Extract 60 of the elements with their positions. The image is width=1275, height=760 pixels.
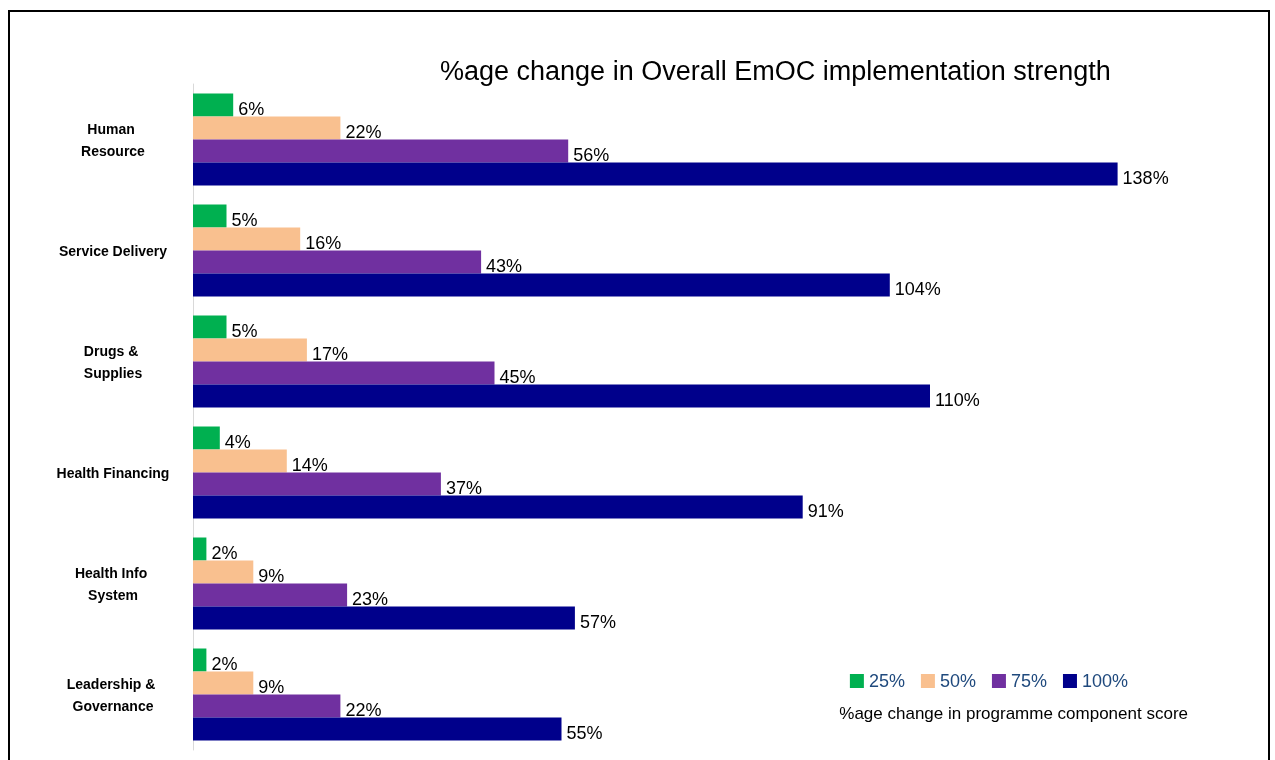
bar: [193, 426, 220, 450]
data-label: 56%: [573, 145, 610, 165]
bar: [193, 273, 890, 297]
bar: [193, 606, 575, 630]
data-label: 9%: [258, 566, 285, 586]
data-label: 57%: [579, 612, 616, 632]
data-label: 138%: [1122, 168, 1169, 188]
chart-title: %age change in Overall EmOC implementation strength: [440, 55, 1111, 86]
bar: [193, 472, 441, 496]
legend-label: 100%: [1081, 671, 1129, 691]
bar: [193, 338, 307, 362]
bar: [193, 162, 1118, 186]
data-label: 9%: [258, 677, 285, 697]
bar: [193, 495, 803, 519]
bar: [193, 648, 207, 672]
bar: [193, 227, 301, 251]
y-tick-label: Human Resource: [81, 120, 146, 159]
y-tick-label: Drugs & Supplies: [83, 342, 143, 381]
bar: [193, 537, 207, 561]
data-label: 5%: [231, 210, 258, 230]
data-label: 2%: [211, 654, 238, 674]
legend-label: 50%: [939, 671, 976, 691]
data-label: 6%: [238, 99, 265, 119]
data-label: 14%: [291, 455, 328, 475]
data-label: 16%: [305, 233, 342, 253]
legend-title: %age change in programme component score: [839, 704, 1188, 723]
data-label: 43%: [486, 256, 523, 276]
data-label: 23%: [352, 589, 389, 609]
bar: [193, 694, 341, 718]
data-label: 110%: [935, 390, 980, 410]
y-tick-label: Leadership & Governance: [66, 675, 160, 714]
data-label: 22%: [345, 700, 382, 720]
bar: [193, 93, 234, 117]
data-label: 45%: [499, 367, 536, 387]
y-tick-label: Health Financing: [56, 464, 170, 481]
data-label: 104%: [894, 279, 941, 299]
bar: [193, 204, 227, 228]
legend-label: 25%: [868, 671, 905, 691]
bar: [193, 361, 495, 385]
bar: [193, 116, 341, 140]
legend-label: 75%: [1010, 671, 1047, 691]
y-tick-label: Service Delivery: [58, 242, 168, 259]
bar: [193, 250, 482, 274]
bar: [193, 671, 254, 695]
bar: [193, 717, 562, 741]
y-tick-label: Health Info System: [74, 564, 152, 603]
data-label: 22%: [345, 122, 382, 142]
bar: [193, 560, 254, 584]
bar: [193, 384, 930, 408]
bar: [193, 139, 569, 163]
data-label: 2%: [211, 543, 238, 563]
bar: [193, 315, 227, 339]
data-label: 91%: [807, 501, 844, 521]
data-label: 55%: [566, 723, 603, 743]
bar: [193, 449, 287, 473]
data-label: 37%: [445, 478, 482, 498]
data-label: 17%: [311, 344, 348, 364]
data-label: 5%: [231, 321, 258, 341]
data-label: 4%: [224, 432, 251, 452]
bar: [193, 583, 348, 607]
